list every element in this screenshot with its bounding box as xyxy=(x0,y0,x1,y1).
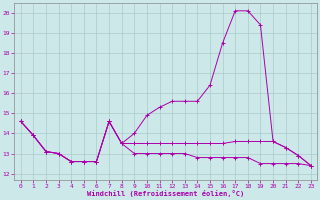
X-axis label: Windchill (Refroidissement éolien,°C): Windchill (Refroidissement éolien,°C) xyxy=(87,190,244,197)
